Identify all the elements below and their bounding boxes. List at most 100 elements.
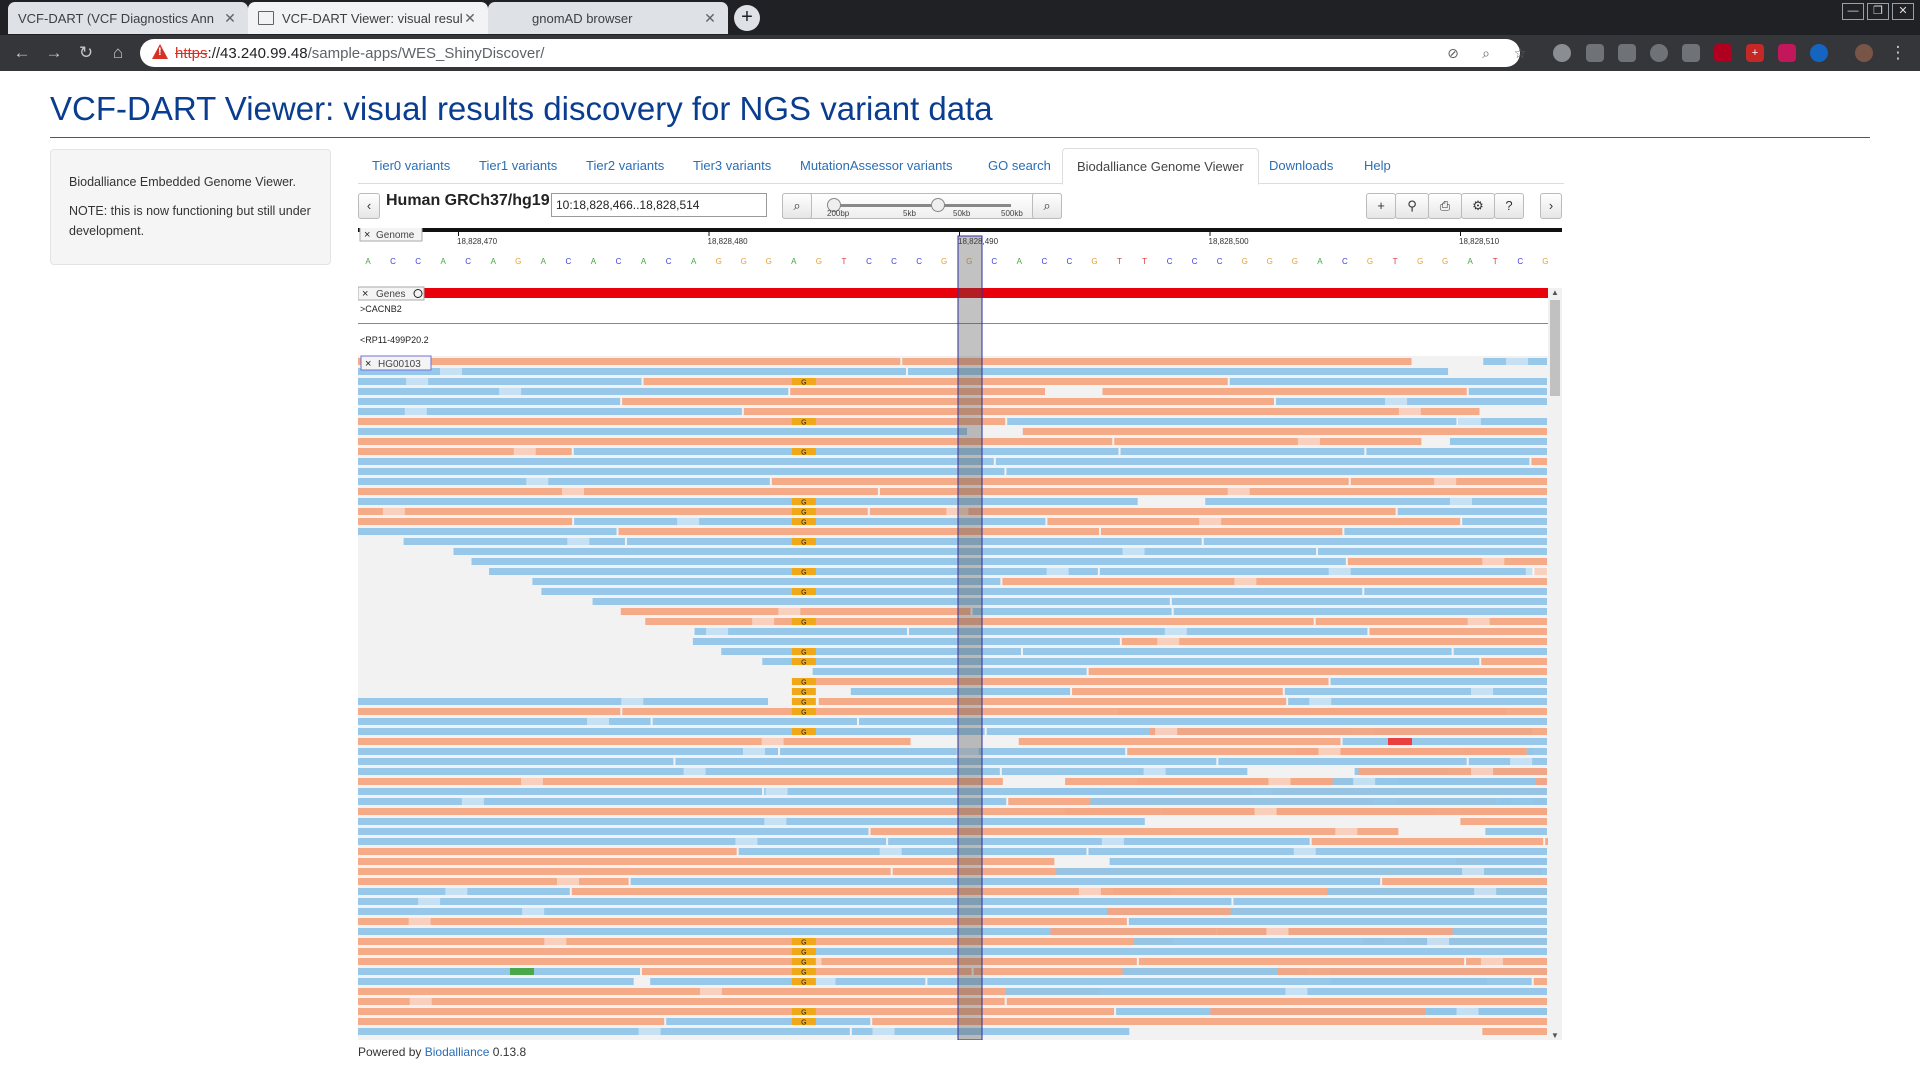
zoom-in-icon[interactable]: ⌕ — [1032, 193, 1062, 219]
zoom-icon[interactable]: ⌕ — [1482, 45, 1490, 61]
tab-help[interactable]: Help — [1364, 158, 1391, 173]
read — [592, 598, 1170, 605]
read — [762, 658, 1480, 665]
read — [1164, 628, 1187, 635]
read — [1171, 598, 1547, 605]
read — [1039, 788, 1547, 795]
browser-tab-viewer[interactable]: VCF-DART Viewer: visual results di ✕ — [248, 2, 488, 34]
zoom-slider-handle-secondary[interactable] — [931, 198, 945, 212]
extension-icon[interactable] — [1553, 44, 1571, 62]
extension-icon[interactable] — [1810, 44, 1828, 62]
gene-rp11[interactable]: <RP11-499P20.2 — [360, 335, 429, 345]
mismatch-g — [791, 968, 816, 975]
ublock-icon[interactable] — [1714, 44, 1732, 62]
tab-go-search[interactable]: GO search — [988, 158, 1051, 173]
track-scrollbar-thumb[interactable] — [1550, 300, 1560, 396]
minimize-icon[interactable]: — — [1842, 3, 1864, 20]
window-close-icon[interactable]: ✕ — [1892, 3, 1914, 20]
address-bar[interactable]: ! https://43.240.99.48/sample-apps/WES_S… — [140, 39, 1526, 67]
mismatch-base: G — [801, 570, 806, 577]
new-tab-button[interactable]: + — [734, 5, 760, 31]
browser-tab-gnomad[interactable]: gnomAD browser ✕ — [488, 2, 728, 34]
extension-icon[interactable] — [1586, 44, 1604, 62]
read — [1545, 838, 1550, 845]
read — [1366, 448, 1547, 455]
home-icon[interactable]: ⌂ — [112, 43, 124, 62]
menu-icon[interactable]: ⋮ — [1889, 43, 1907, 62]
mismatch-g — [791, 618, 816, 625]
mismatch-g — [791, 568, 816, 575]
sequence-base: G — [1267, 257, 1273, 266]
read — [818, 698, 1287, 705]
close-icon[interactable]: ✕ — [224, 9, 236, 26]
genes-track-label[interactable]: × Genes — [358, 286, 425, 301]
biodalliance-link[interactable]: Biodalliance — [424, 1045, 490, 1059]
binoculars-icon[interactable]: ⚲ — [1395, 193, 1429, 219]
plus-extension-icon[interactable]: + — [1746, 44, 1764, 62]
read — [358, 978, 634, 985]
read — [358, 848, 737, 855]
tab-tier2-variants[interactable]: Tier2 variants — [586, 158, 665, 173]
sequence-base: T — [842, 257, 847, 266]
chevron-right-icon[interactable]: › — [1540, 193, 1562, 219]
read — [812, 678, 1329, 685]
url-text[interactable]: https://43.240.99.48/sample-apps/WES_Shi… — [175, 45, 545, 62]
browser-tab-vcf-dart[interactable]: VCF-DART (VCF Diagnostics Ann ✕ — [8, 2, 248, 34]
gene-cacnb2[interactable]: >CACNB2 — [360, 304, 402, 314]
read — [522, 908, 545, 915]
chevron-left-icon[interactable]: ‹ — [358, 193, 380, 219]
blocked-popup-icon[interactable]: ⊘ — [1447, 45, 1459, 61]
zoom-out-icon[interactable]: ⌕ — [782, 193, 812, 219]
extension-icon[interactable] — [1778, 44, 1796, 62]
mismatch-g — [791, 678, 816, 685]
help-icon[interactable]: ? — [1494, 193, 1524, 219]
not-secure-warning-icon[interactable] — [152, 44, 168, 59]
read — [752, 618, 775, 625]
zoom-slider-track[interactable] — [833, 204, 1011, 207]
tab-tier1-variants[interactable]: Tier1 variants — [479, 158, 558, 173]
read — [620, 608, 971, 615]
tab-mutationassessor-variants[interactable]: MutationAssessor variants — [800, 158, 953, 173]
read — [358, 768, 1000, 775]
add-track-icon[interactable]: + — [1366, 193, 1396, 219]
document-icon — [258, 11, 274, 25]
tab-biodalliance-genome-viewer[interactable]: Biodalliance Genome Viewer — [1062, 148, 1259, 185]
read — [813, 978, 836, 985]
close-icon[interactable]: ✕ — [464, 9, 476, 26]
tab-tier0-variants[interactable]: Tier0 variants — [372, 158, 451, 173]
zoom-slider-handle[interactable] — [827, 198, 841, 212]
read — [735, 838, 758, 845]
read — [869, 508, 1396, 515]
extension-icon[interactable] — [1650, 44, 1668, 62]
read — [622, 708, 1507, 715]
gear-icon[interactable] — [413, 289, 423, 298]
restore-icon[interactable]: ❐ — [1867, 3, 1889, 20]
read — [1510, 758, 1533, 765]
read — [358, 1008, 1115, 1015]
settings-icon[interactable]: ⚙ — [1461, 193, 1495, 219]
read — [630, 878, 1381, 885]
sample-track-label[interactable]: × HG00103 — [360, 355, 432, 371]
bookmark-star-icon[interactable]: ☆ — [1513, 45, 1527, 61]
mismatch-t — [1388, 738, 1412, 745]
read — [526, 478, 549, 485]
back-icon[interactable]: ← — [13, 43, 31, 62]
genome-track-label[interactable]: × Genome — [359, 228, 423, 242]
sequence-base: A — [791, 257, 797, 266]
tab-downloads[interactable]: Downloads — [1269, 158, 1334, 173]
avatar[interactable] — [1855, 44, 1873, 62]
print-icon[interactable]: ⎙ — [1428, 193, 1462, 219]
read — [358, 478, 770, 485]
reload-icon[interactable]: ↻ — [78, 43, 94, 62]
shield-icon[interactable] — [1618, 44, 1636, 62]
genome-track-canvas[interactable]: × Genome 18,828,470 18,828,480 18,828,490 1… — [358, 228, 1562, 1040]
read — [1427, 1008, 1547, 1015]
close-icon[interactable]: ✕ — [704, 9, 716, 26]
chat-icon[interactable] — [1682, 44, 1700, 62]
location-input[interactable] — [551, 193, 767, 217]
read — [1128, 918, 1547, 925]
track-scrollbar[interactable] — [1548, 288, 1562, 1040]
tab-tier3-variants[interactable]: Tier3 variants — [693, 158, 772, 173]
mismatch-g — [791, 378, 816, 385]
forward-icon[interactable]: → — [45, 43, 63, 62]
